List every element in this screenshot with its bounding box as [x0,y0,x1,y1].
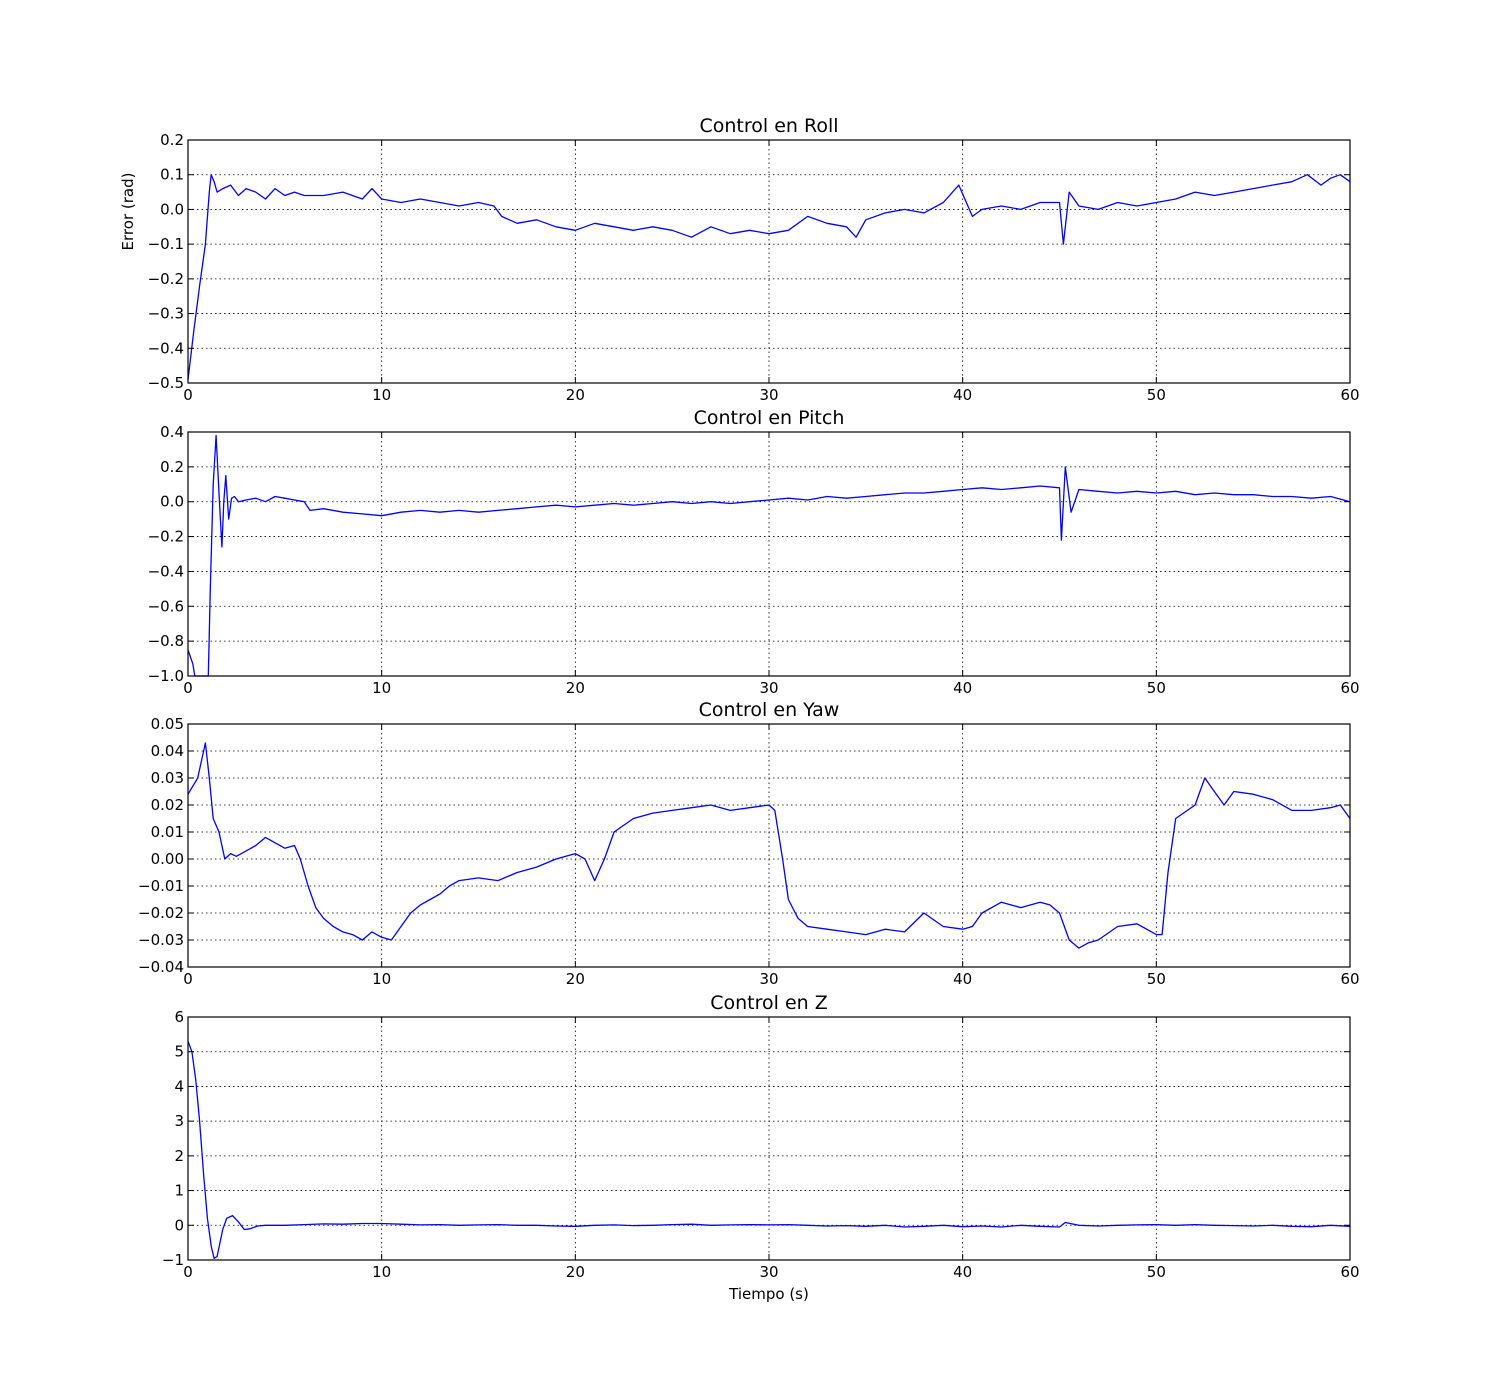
y-tick-label: 0 [174,1216,184,1234]
y-tick-label: −0.6 [148,597,184,615]
y-tick-label: −1 [162,1251,184,1269]
panel-roll: 0 10 20 30 40 50 60 −0.5 −0.4 −0.3 −0.2 −0.1 0.0 0.1 0… [119,115,1360,404]
x-tick-label: 50 [1147,1263,1166,1281]
x-tick-label: 60 [1340,679,1359,697]
x-tick-label: 60 [1340,1263,1359,1281]
panel-pitch: 0 10 20 30 40 50 60 −1.0 −0.8 −0.6 −0.4 −0.2 0.0 0.2 0… [148,407,1360,697]
y-tick-label: 0.0 [160,200,184,218]
panel-yaw: 0 10 20 30 40 50 60 −0.04 −0.03 −0.02 −0.01 0.00 0.0… [138,699,1360,988]
panel-roll-title: Control en Roll [699,115,838,137]
y-tick-label: 4 [174,1077,184,1095]
x-tick-label: 60 [1340,970,1359,988]
y-tick-label: −0.2 [148,270,184,288]
x-tick-label: 0 [183,1263,193,1281]
y-tick-label: −0.4 [148,562,184,580]
panel-roll-y-axis-label: Error (rad) [119,173,137,251]
panel-pitch-series-line [187,434,1351,677]
y-tick-label: 5 [174,1043,184,1061]
x-tick-label: 50 [1147,679,1166,697]
y-tick-label: −0.1 [148,235,184,253]
x-tick-label: 10 [372,970,391,988]
y-tick-label: −0.3 [148,305,184,323]
x-tick-label: 40 [953,1263,972,1281]
y-tick-label: 3 [174,1112,184,1130]
y-tick-label: 0.1 [160,166,184,184]
y-tick-label: 0.04 [151,742,184,760]
panel-yaw-title: Control en Yaw [699,699,840,721]
x-tick-label: 10 [372,1263,391,1281]
x-tick-label: 40 [953,386,972,404]
y-tick-label: 2 [174,1147,184,1165]
x-tick-label: 30 [759,679,778,697]
y-tick-label: −0.4 [148,339,184,357]
y-tick-label: 0.00 [151,850,184,868]
x-tick-label: 60 [1340,386,1359,404]
x-tick-label: 50 [1147,970,1166,988]
y-tick-label: −0.5 [148,374,184,392]
x-tick-label: 20 [566,970,585,988]
y-tick-label: 0.4 [160,423,184,441]
x-tick-label: 30 [759,1263,778,1281]
x-tick-label: 20 [566,1263,585,1281]
y-tick-label: −0.2 [148,528,184,546]
y-tick-label: −0.01 [138,877,184,895]
y-tick-label: 0.05 [151,715,184,733]
y-tick-label: −0.04 [138,958,184,976]
x-tick-label: 0 [183,386,193,404]
x-tick-label: 10 [372,679,391,697]
y-tick-label: −0.03 [138,931,184,949]
x-tick-label: 40 [953,679,972,697]
x-tick-label: 20 [566,386,585,404]
x-tick-label: 0 [183,970,193,988]
panel-roll-series-line [187,174,1351,380]
y-tick-label: 0.02 [151,796,184,814]
panel-pitch-title: Control en Pitch [694,407,845,429]
x-axis-label: Tiempo (s) [728,1285,809,1303]
y-tick-label: −0.8 [148,632,184,650]
x-tick-label: 0 [183,679,193,697]
x-tick-label: 40 [953,970,972,988]
y-tick-label: −1.0 [148,667,184,685]
y-tick-label: 1 [174,1182,184,1200]
panel-z-series-line [187,1041,1351,1259]
y-tick-label: 0.0 [160,493,184,511]
y-tick-label: 0.01 [151,823,184,841]
x-tick-label: 10 [372,386,391,404]
y-tick-label: 0.03 [151,769,184,787]
panel-yaw-series-line [187,742,1351,949]
x-tick-label: 30 [759,970,778,988]
panels: 0 10 20 30 40 50 60−0.5−0.4−0.3−0.2−0.10.00.10… [119,115,1360,1281]
x-tick-label: 30 [759,386,778,404]
y-tick-label: −0.02 [138,904,184,922]
y-tick-label: 6 [174,1008,184,1026]
x-tick-label: 50 [1147,386,1166,404]
x-tick-label: 20 [566,679,585,697]
panel-z-title: Control en Z [710,992,828,1014]
y-tick-label: 0.2 [160,458,184,476]
y-tick-label: 0.2 [160,131,184,149]
